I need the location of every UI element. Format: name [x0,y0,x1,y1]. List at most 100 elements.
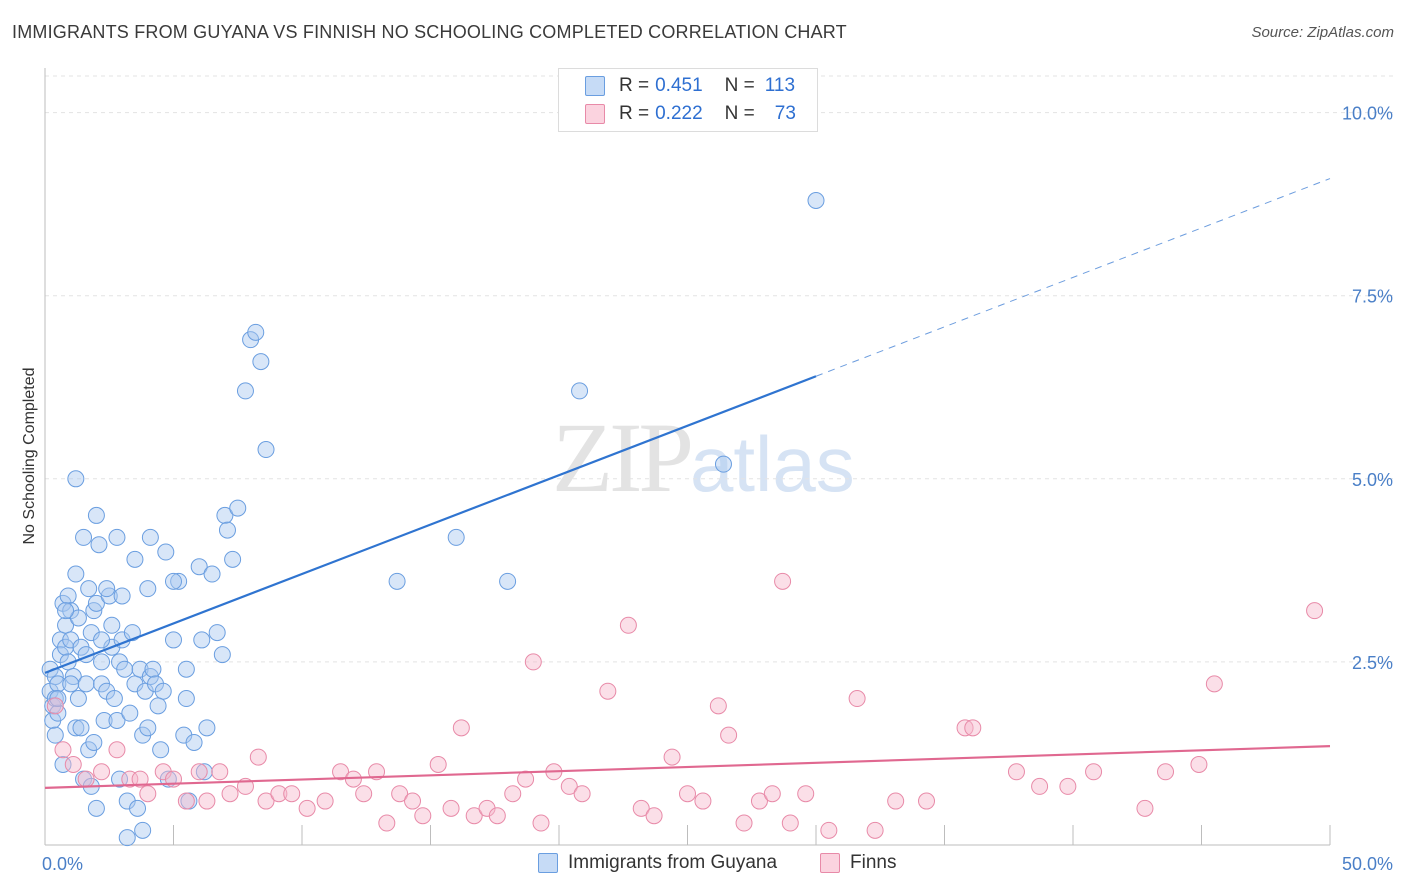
data-point [105,690,123,708]
data-point [193,631,211,649]
data-point [139,785,157,803]
data-point [165,572,182,590]
data-point [797,785,815,803]
data-point [108,741,126,759]
data-point [442,799,460,817]
data-point [378,814,396,832]
data-point [781,814,799,832]
data-point [270,785,288,803]
data-point [866,821,884,839]
trend-line [44,745,1331,789]
data-point [964,719,982,737]
data-point [177,660,195,678]
trend-line-extension [815,178,1331,377]
legend-swatch-finns [585,104,605,124]
data-point [118,829,136,847]
data-point [190,558,208,576]
data-point [46,697,64,715]
axes [44,68,1331,846]
data-point [129,799,147,817]
data-point [131,770,149,788]
data-point [170,572,188,590]
data-point [108,528,126,546]
data-point [141,528,159,546]
data-point [177,792,195,810]
data-point [1205,675,1223,693]
data-point [488,807,506,825]
data-point [69,609,87,627]
correlation-legend: R = 0.451 N = 113 R = 0.222 N = 73 [558,68,818,132]
data-point [144,660,162,678]
data-point [54,741,72,759]
data-point [108,711,126,729]
data-point [190,763,208,781]
data-point [111,770,129,788]
data-point [1007,763,1025,781]
data-point [203,565,221,583]
data-point [1136,799,1154,817]
data-point [49,675,67,693]
data-point [134,821,152,839]
legend-r-value: 0.222 [655,103,703,124]
data-point [85,733,103,751]
data-point [560,777,578,795]
data-point [391,785,409,803]
data-point [252,353,270,371]
data-point [93,653,111,671]
data-point [571,382,589,400]
data-point [709,697,727,715]
legend-row-finns: R = 0.222 N = 73 [585,101,796,127]
data-point [429,755,447,773]
data-point [599,682,617,700]
legend-r-value: 0.451 [655,75,703,96]
data-point [257,792,275,810]
bottom-legend-label-guyana: Immigrants from Guyana [568,852,778,873]
data-point [152,741,170,759]
data-point [414,807,432,825]
data-point [679,785,696,803]
data-point [573,785,591,803]
data-point [165,631,182,649]
data-point [848,690,866,708]
data-point [504,785,522,803]
data-point [93,631,111,649]
legend-n-label: N = [724,75,755,96]
data-point [54,755,72,773]
y-tick-label: 7.5% [1352,287,1393,307]
data-point [1059,777,1077,795]
data-point [918,792,936,810]
data-point [517,770,535,788]
data-point [229,499,247,517]
legend-n-label: N = [724,103,755,124]
data-point [257,441,275,459]
data-point [750,792,768,810]
data-point [763,785,781,803]
bottom-legend-swatch-guyana [538,853,558,873]
data-point [185,733,203,751]
data-point [247,323,265,341]
trend-line [44,375,817,674]
data-point [224,550,242,568]
data-point [98,580,116,598]
data-point [355,785,373,803]
data-point [67,719,85,737]
data-point [121,770,139,788]
data-point [195,763,213,781]
data-point [198,792,216,810]
bottom-legend-guyana: Immigrants from Guyana [538,852,777,874]
y-tick-label: 2.5% [1352,653,1393,673]
y-tick-label: 5.0% [1352,470,1393,490]
data-point [213,646,231,664]
data-point [236,382,254,400]
data-point [80,580,98,598]
data-point [820,821,838,839]
data-point [1085,763,1103,781]
x-tick-label: 0.0% [42,854,83,874]
data-point [57,602,75,620]
data-point [388,572,406,590]
trend-lines [44,178,1331,789]
data-point [95,711,113,729]
data-point [59,587,77,605]
data-point [116,660,134,678]
data-point [1306,602,1324,620]
